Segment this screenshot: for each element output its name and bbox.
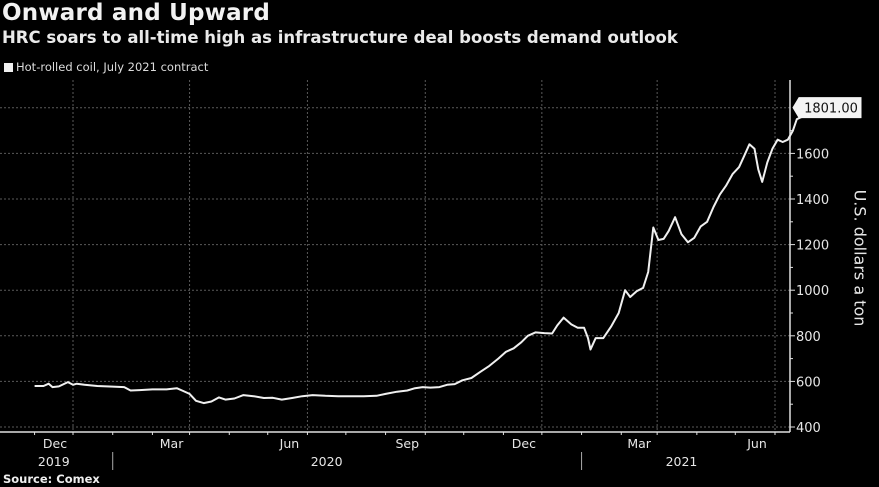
year-label: 2020 <box>311 454 343 469</box>
chart-title: Onward and Upward <box>2 0 270 26</box>
y-tick-label: 600 <box>796 375 821 390</box>
x-tick-label: Sep <box>395 436 419 451</box>
y-tick-label: 1400 <box>796 193 829 208</box>
x-tick-label: Dec <box>512 436 536 451</box>
y-tick-label: 1600 <box>796 147 829 162</box>
x-tick-label: Mar <box>627 436 651 451</box>
legend-swatch-icon <box>4 62 13 72</box>
series-line-hrc <box>34 107 808 405</box>
chart-subtitle: HRC soars to all-time high as infrastruc… <box>2 28 678 47</box>
legend-label: Hot-rolled coil, July 2021 contract <box>16 60 209 74</box>
x-tick-label: Dec <box>43 436 67 451</box>
source-note: Source: Comex <box>3 472 100 486</box>
x-tick-label: Jun <box>746 436 767 451</box>
year-label: 2021 <box>666 454 698 469</box>
y-tick-label: 1000 <box>796 284 829 299</box>
year-label: 2019 <box>38 454 70 469</box>
tick-labels: Dec Mar Jun Sep Dec Mar Jun 2019 2020 2021 400 600 8… <box>38 97 862 469</box>
x-tick-label: Jun <box>279 436 300 451</box>
last-value-label: 1801.00 <box>804 102 858 117</box>
axes <box>0 80 795 470</box>
last-value-callout-box <box>792 97 862 119</box>
series-group <box>34 107 808 405</box>
y-tick-label: 400 <box>796 421 821 436</box>
grid-lines <box>0 80 790 432</box>
y-tick-label: 1200 <box>796 239 829 254</box>
legend: Hot-rolled coil, July 2021 contract <box>4 60 208 74</box>
y-tick-label: 800 <box>796 330 821 345</box>
x-tick-label: Mar <box>160 436 184 451</box>
